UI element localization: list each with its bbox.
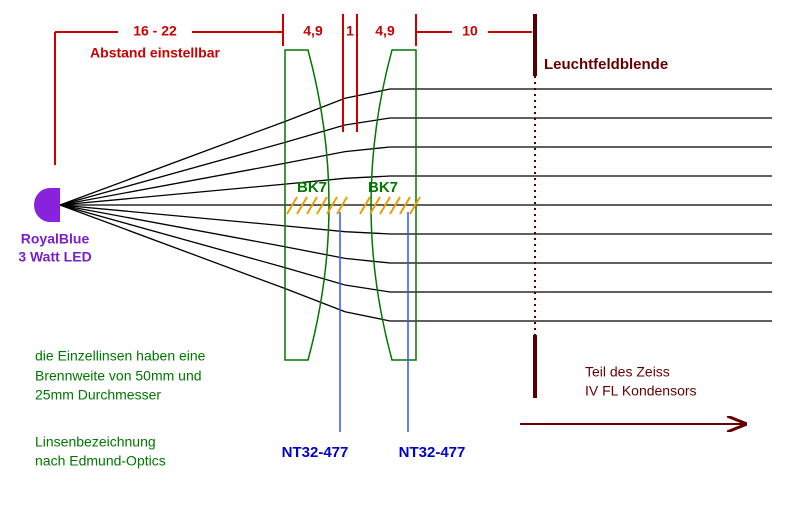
hatch-line (359, 196, 371, 215)
hatch-line (306, 196, 318, 215)
led (34, 188, 60, 222)
dimension: 1 (346, 23, 354, 39)
part-number: NT32-477 (282, 444, 349, 461)
hatch-line (389, 196, 401, 215)
lens-material: BK7 (368, 179, 398, 196)
ray (59, 117, 772, 206)
lens (284, 49, 330, 361)
hatch-line (409, 196, 421, 215)
note: 25mm Durchmesser (35, 387, 161, 403)
hatching (286, 196, 421, 215)
led-label: RoyalBlue (21, 231, 90, 247)
hatch-line (399, 196, 411, 215)
hatch-line (326, 196, 338, 215)
part-number: NT32-477 (399, 444, 466, 461)
hatch-line (379, 196, 391, 215)
dimension: 4,9 (375, 23, 395, 39)
note: nach Edmund-Optics (35, 453, 166, 469)
note: Teil des Zeiss (585, 364, 670, 380)
ray (59, 204, 772, 293)
note: die Einzellinsen haben eine (35, 348, 206, 364)
hatch-line (369, 196, 381, 215)
adjustable-label: Abstand einstellbar (90, 45, 220, 61)
ray (59, 175, 772, 206)
lens-material: BK7 (297, 179, 327, 196)
dimension-lines (54, 14, 532, 165)
note: Linsenbezeichnung (35, 434, 156, 450)
hatch-line (336, 196, 348, 215)
hatch-line (316, 196, 328, 215)
ray (59, 204, 772, 322)
dimension: 10 (462, 23, 478, 39)
note: Brennweite von 50mm und (35, 368, 202, 384)
ray (59, 88, 772, 206)
dimension: 4,9 (303, 23, 323, 39)
ray (59, 204, 772, 235)
hatch-line (296, 196, 308, 215)
dimension: 16 - 22 (133, 23, 177, 39)
hatch-line (286, 196, 298, 215)
note: IV FL Kondensors (585, 383, 697, 399)
light-rays (59, 88, 772, 322)
ray (59, 204, 772, 264)
field-stop-label: Leuchtfeldblende (544, 56, 668, 73)
ray (59, 146, 772, 206)
led-label: 3 Watt LED (18, 249, 91, 265)
